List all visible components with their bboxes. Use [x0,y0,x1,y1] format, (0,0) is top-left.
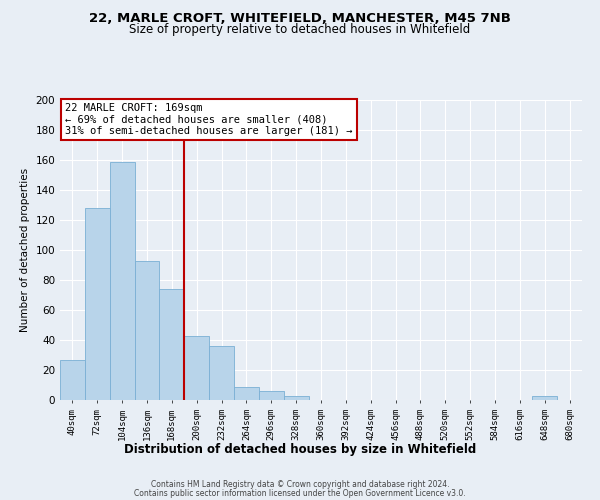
Text: Distribution of detached houses by size in Whitefield: Distribution of detached houses by size … [124,442,476,456]
Text: Size of property relative to detached houses in Whitefield: Size of property relative to detached ho… [130,24,470,36]
Bar [134,260,160,400]
Bar [85,208,110,400]
Bar [184,336,209,400]
Text: Contains HM Land Registry data © Crown copyright and database right 2024.: Contains HM Land Registry data © Crown c… [151,480,449,489]
Bar [60,360,85,400]
Text: 22 MARLE CROFT: 169sqm
← 69% of detached houses are smaller (408)
31% of semi-de: 22 MARLE CROFT: 169sqm ← 69% of detached… [65,103,353,136]
Text: Contains public sector information licensed under the Open Government Licence v3: Contains public sector information licen… [134,489,466,498]
Bar [284,396,308,400]
Bar [110,162,134,400]
Bar [234,386,259,400]
Bar [259,391,284,400]
Bar [160,289,184,400]
Text: 22, MARLE CROFT, WHITEFIELD, MANCHESTER, M45 7NB: 22, MARLE CROFT, WHITEFIELD, MANCHESTER,… [89,12,511,26]
Bar [209,346,234,400]
Bar [532,396,557,400]
Y-axis label: Number of detached properties: Number of detached properties [20,168,30,332]
